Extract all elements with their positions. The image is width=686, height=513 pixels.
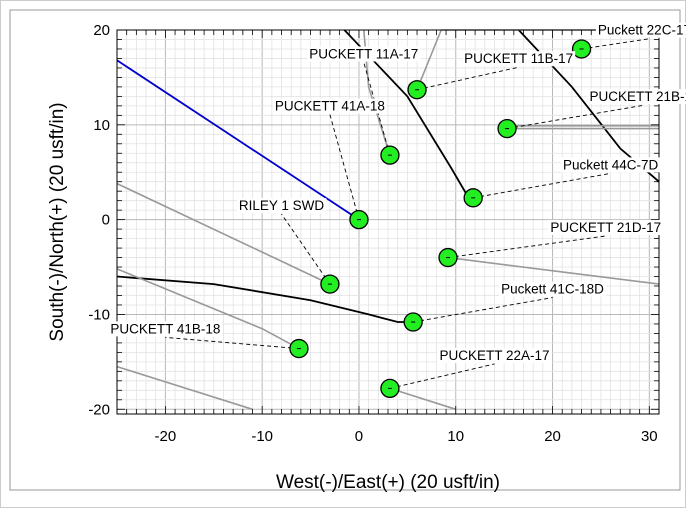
leader-line	[506, 104, 645, 130]
leader-line	[581, 38, 650, 50]
well-label-bg	[108, 321, 223, 337]
well-label-bg	[560, 157, 661, 173]
leader-line	[473, 172, 611, 199]
x-axis-title: West(-)/East(+) (20 usft/in)	[276, 472, 500, 493]
well-label: PUCKETT 41B-18	[110, 321, 220, 336]
leader-line	[389, 363, 495, 389]
well-label: Puckett 41C-18D	[501, 282, 604, 297]
well-label: PUCKETT 21D-17	[550, 220, 661, 235]
x-tick-label: 0	[355, 428, 363, 445]
y-axis-title: South(-)/North(+) (20 usft/in)	[47, 102, 68, 341]
existing-wellpath-2	[116, 275, 414, 323]
offset-wellpath-7	[389, 387, 457, 411]
x-tick-label: -10	[251, 428, 273, 445]
well-label: RILEY 1 SWD	[239, 198, 325, 213]
well-label-bg	[595, 22, 686, 38]
well-label-bg	[307, 46, 421, 62]
x-tick-label: 20	[544, 428, 561, 445]
y-tick-label: -20	[88, 401, 110, 418]
well-label: PUCKETT 11B-17	[464, 51, 573, 66]
well-label-bg	[462, 51, 576, 67]
well-label: PUCKETT 11A-17	[309, 46, 418, 61]
offset-wellpath-8	[447, 256, 660, 285]
leader-line	[281, 213, 331, 285]
well-label: PUCKETT 41A-18	[275, 99, 385, 114]
offset-wellpath-5	[116, 268, 300, 350]
leader-line	[416, 66, 519, 91]
well-label-bg	[548, 219, 664, 235]
well-label: PUCKETT 22A-17	[439, 348, 549, 363]
offset-wellpath-4	[116, 182, 331, 285]
leader-line	[363, 62, 391, 156]
subject-wellpath-0	[116, 59, 360, 221]
y-tick-label: 20	[93, 22, 110, 39]
x-tick-label: -20	[155, 428, 177, 445]
well-label-bg	[437, 347, 552, 363]
y-tick-label: 10	[93, 117, 110, 134]
offset-wellpath-11	[416, 29, 442, 91]
offset-wellpath-6	[116, 365, 253, 411]
leader-line	[447, 235, 606, 259]
well-label: Puckett 22C-17D	[598, 23, 686, 38]
well-label-bg	[499, 281, 607, 297]
x-tick-label: 10	[447, 428, 464, 445]
well-label-bg	[236, 198, 327, 214]
well-label-bg	[272, 98, 387, 114]
y-tick-label: -10	[88, 306, 110, 323]
x-tick-label: 30	[641, 428, 658, 445]
well-label: Puckett 44C-7D	[563, 157, 659, 172]
well-label-bg	[587, 89, 686, 105]
well-label: PUCKETT 21B-17	[589, 89, 686, 104]
leader-line	[165, 336, 299, 350]
leader-line	[413, 297, 553, 323]
y-tick-label: 0	[102, 212, 110, 229]
